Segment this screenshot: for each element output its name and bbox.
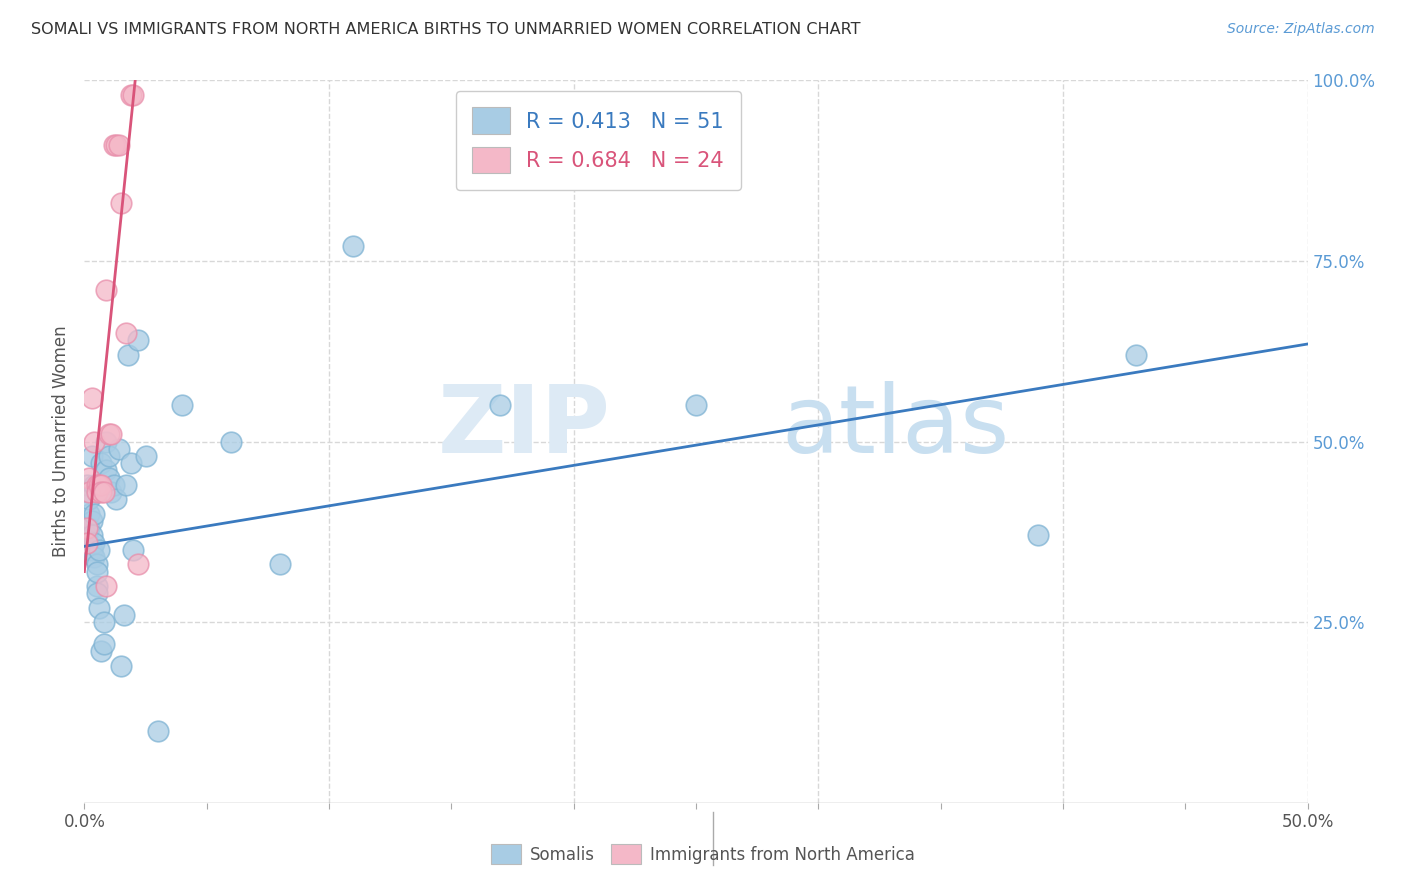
- Point: [105, 492, 128, 507]
- Point: [96, 579, 118, 593]
- Point: [96, 463, 118, 477]
- Point: [83, 535, 105, 549]
- Point: [117, 348, 139, 362]
- Text: SOMALI VS IMMIGRANTS FROM NORTH AMERICA BIRTHS TO UNMARRIED WOMEN CORRELATION CH: SOMALI VS IMMIGRANTS FROM NORTH AMERICA …: [31, 22, 860, 37]
- Point: [76, 535, 98, 549]
- Point: [86, 485, 108, 500]
- Point: [83, 550, 105, 565]
- Y-axis label: Births to Unmarried Women: Births to Unmarried Women: [52, 326, 70, 558]
- Point: [219, 434, 242, 449]
- Point: [97, 449, 120, 463]
- Point: [90, 456, 112, 470]
- Point: [96, 434, 118, 449]
- Point: [77, 492, 100, 507]
- Text: atlas: atlas: [782, 381, 1010, 473]
- Point: [1028, 528, 1050, 542]
- Point: [86, 586, 108, 600]
- Point: [135, 449, 157, 463]
- Text: ZIP: ZIP: [437, 381, 610, 473]
- Point: [90, 485, 112, 500]
- Point: [115, 326, 138, 340]
- Point: [342, 239, 364, 253]
- Point: [76, 485, 98, 500]
- Legend: R = 0.413   N = 51, R = 0.684   N = 24: R = 0.413 N = 51, R = 0.684 N = 24: [456, 91, 741, 190]
- Point: [80, 449, 103, 463]
- Point: [77, 485, 100, 500]
- Point: [77, 470, 100, 484]
- Point: [87, 600, 110, 615]
- Point: [76, 521, 98, 535]
- Point: [103, 138, 125, 153]
- Point: [120, 456, 142, 470]
- Point: [105, 138, 128, 153]
- Text: Source: ZipAtlas.com: Source: ZipAtlas.com: [1227, 22, 1375, 37]
- Point: [1125, 348, 1147, 362]
- Point: [120, 87, 142, 102]
- Point: [489, 398, 512, 412]
- Point: [83, 434, 105, 449]
- Point: [86, 485, 108, 500]
- Point: [80, 391, 103, 405]
- Point: [90, 478, 112, 492]
- Point: [93, 637, 115, 651]
- Point: [80, 514, 103, 528]
- Point: [97, 470, 120, 484]
- Point: [172, 398, 194, 412]
- Point: [83, 478, 105, 492]
- Point: [86, 579, 108, 593]
- Point: [107, 138, 129, 153]
- Point: [97, 427, 120, 442]
- Point: [127, 558, 149, 572]
- Point: [76, 528, 98, 542]
- Point: [112, 607, 135, 622]
- Point: [93, 615, 115, 630]
- Point: [103, 478, 125, 492]
- Point: [87, 542, 110, 557]
- Point: [96, 283, 118, 297]
- Point: [77, 507, 100, 521]
- Point: [80, 542, 103, 557]
- Point: [93, 485, 115, 500]
- Point: [87, 478, 110, 492]
- Legend: Somalis, Immigrants from North America: Somalis, Immigrants from North America: [485, 838, 921, 871]
- Point: [115, 478, 138, 492]
- Point: [86, 565, 108, 579]
- Point: [83, 507, 105, 521]
- Point: [685, 398, 707, 412]
- Point: [80, 528, 103, 542]
- Point: [110, 658, 132, 673]
- Point: [122, 542, 145, 557]
- Point: [86, 558, 108, 572]
- Point: [77, 521, 100, 535]
- Point: [269, 558, 291, 572]
- Point: [127, 334, 149, 348]
- Point: [86, 478, 108, 492]
- Point: [122, 87, 145, 102]
- Point: [100, 427, 122, 442]
- Point: [76, 478, 98, 492]
- Point: [110, 196, 132, 211]
- Point: [76, 521, 98, 535]
- Point: [100, 485, 122, 500]
- Point: [146, 723, 169, 738]
- Point: [90, 644, 112, 658]
- Point: [107, 442, 129, 456]
